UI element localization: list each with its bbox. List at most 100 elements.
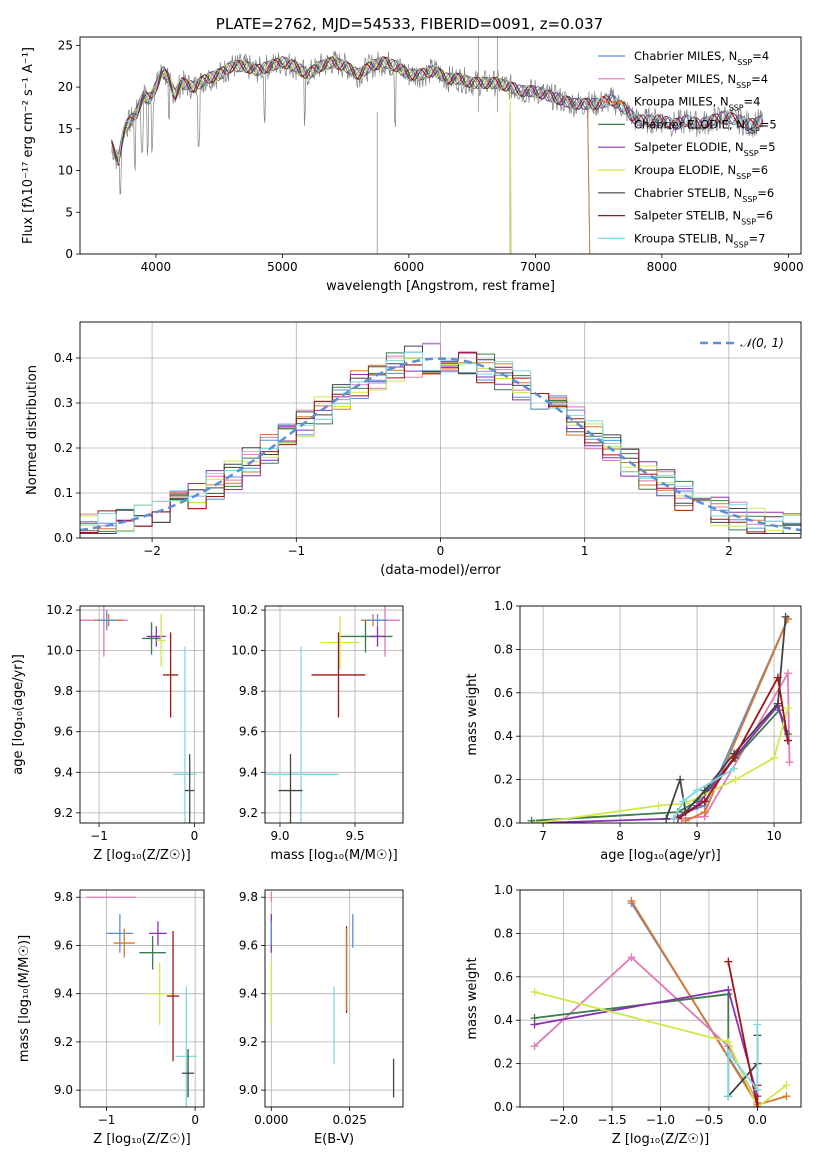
- legend-entry: Salpeter ELODIE, NSSP=5: [634, 140, 776, 158]
- y-tick-label: 0.0: [54, 531, 73, 545]
- x-axis-label: Z [log₁₀(Z/Z☉)]: [612, 1132, 709, 1147]
- y-tick-label: 0.2: [494, 773, 513, 787]
- y-tick-label: 0.2: [494, 1057, 513, 1071]
- x-tick-label: 8: [616, 829, 624, 843]
- x-axis-label: mass [log₁₀(M/M☉)]: [270, 848, 397, 863]
- y-tick-label: 0.8: [494, 642, 513, 656]
- x-tick-label: 5000: [267, 260, 298, 274]
- legend-entry: Salpeter STELIB, NSSP=6: [634, 209, 773, 227]
- y-tick-label: 9.6: [54, 725, 73, 739]
- legend-entry: Kroupa STELIB, NSSP=7: [634, 231, 765, 249]
- series-line: [685, 618, 789, 813]
- x-tick-label: 0: [191, 829, 199, 843]
- y-tick-label: 0.6: [494, 970, 513, 984]
- x-tick-label: −2.0: [549, 1113, 578, 1127]
- panel-weight_vs_age: 7 8 9 10 0.0 0.2 0.4 0.6 0.8 1.0 age [log₁₀(age/yr…: [465, 599, 802, 863]
- x-tick-label: −1: [90, 829, 108, 843]
- plot-area: [530, 896, 791, 1107]
- y-tick-label: 0.4: [494, 1013, 513, 1027]
- plot-area: [80, 342, 801, 534]
- y-tick-label: 9.6: [54, 938, 73, 952]
- x-tick-label: 7: [539, 829, 547, 843]
- plot-area: [265, 606, 400, 823]
- y-axis-label: Flux [fλ10⁻¹⁷ erg cm⁻² s⁻¹ A⁻¹]: [21, 47, 36, 244]
- x-tick-label: 4000: [141, 260, 172, 274]
- legend-entry: Kroupa MILES, NSSP=4: [634, 95, 761, 113]
- x-tick-label: 0.025: [333, 1113, 367, 1127]
- y-tick-label: 0.2: [54, 441, 73, 455]
- y-tick-label: 10.0: [231, 644, 258, 658]
- y-tick-label: 15: [58, 122, 73, 136]
- axes-frame: [79, 889, 205, 1108]
- data-point: [370, 626, 385, 647]
- panel-age_vs_Z: −1 0 9.2 9.4 9.6 9.8 10.0 10.2 Z [log₁₀(Z/Z☉)] ag…: [11, 603, 205, 863]
- series-line: [727, 1024, 759, 1097]
- legend-entry: 𝒩(0, 1): [740, 336, 784, 350]
- data-point: [139, 935, 166, 970]
- x-axis-label: Z [log₁₀(Z/Z☉)]: [93, 1132, 190, 1147]
- x-tick-label: 0.000: [254, 1113, 288, 1127]
- data-point: [367, 614, 388, 627]
- legend-entry: Chabrier ELODIE, NSSP=5: [634, 117, 777, 135]
- data-point: [184, 754, 195, 823]
- data-point: [166, 930, 180, 1062]
- x-axis-label: age [log₁₀(age/yr)]: [600, 848, 721, 863]
- y-tick-label: 20: [58, 80, 73, 94]
- y-tick-label: 9.0: [54, 1083, 73, 1097]
- plot-area: [527, 612, 794, 823]
- y-tick-label: 9.6: [239, 725, 258, 739]
- y-axis-label: Normed distribution: [25, 365, 40, 495]
- y-tick-label: 9.6: [239, 938, 258, 952]
- figure-title: PLATE=2762, MJD=54533, FIBERID=0091, z=0…: [216, 15, 603, 33]
- plot-area: [86, 896, 197, 1107]
- legend: Chabrier MILES, NSSP=4 Salpeter MILES, NS…: [598, 49, 777, 249]
- x-tick-label: 0: [437, 544, 445, 558]
- x-tick-label: 9.0: [270, 829, 289, 843]
- residual-histogram: [80, 352, 801, 534]
- series-line: [673, 768, 735, 820]
- plot-area: [270, 892, 395, 1098]
- y-tick-label: 0.4: [494, 729, 513, 743]
- y-tick-label: 9.4: [54, 987, 73, 1001]
- x-axis-label: wavelength [Angstrom, rest frame]: [326, 279, 555, 294]
- y-tick-label: 1.0: [494, 599, 513, 613]
- x-tick-label: 8000: [647, 260, 678, 274]
- x-tick-label: 0: [191, 1113, 199, 1127]
- data-point: [146, 962, 173, 1026]
- x-tick-label: 10: [766, 829, 781, 843]
- y-tick-label: 1.0: [494, 883, 513, 897]
- data-point: [162, 632, 179, 718]
- y-tick-label: 0.4: [54, 351, 73, 365]
- legend-entry: Salpeter MILES, NSSP=4: [634, 72, 768, 90]
- y-tick-label: 9.2: [239, 806, 258, 820]
- axes-frame: [79, 605, 205, 824]
- legend-entry: Chabrier STELIB, NSSP=6: [634, 186, 774, 204]
- y-axis-label: age [log₁₀(age/yr)]: [11, 654, 26, 775]
- x-tick-label: −1.0: [646, 1113, 675, 1127]
- x-tick-label: 0.0: [748, 1113, 767, 1127]
- gaussian-curve: [80, 357, 801, 532]
- model-spectrum-line: [111, 56, 764, 163]
- data-point: [320, 616, 360, 669]
- axes-frame: [264, 605, 404, 824]
- plot-area: [111, 37, 764, 254]
- y-tick-label: 9.0: [239, 1083, 258, 1097]
- axes-frame: [519, 605, 802, 824]
- y-tick-label: 10.2: [46, 603, 73, 617]
- y-tick-label: 9.8: [239, 890, 258, 904]
- series-line: [534, 991, 788, 1107]
- x-tick-label: 6000: [394, 260, 425, 274]
- x-tick-label: 9: [693, 829, 701, 843]
- y-tick-label: 9.4: [239, 765, 258, 779]
- y-tick-label: 0.8: [494, 926, 513, 940]
- x-tick-label: 2: [725, 544, 733, 558]
- y-tick-label: 0.1: [54, 486, 73, 500]
- x-tick-label: −1: [287, 544, 305, 558]
- data-point: [311, 632, 366, 718]
- axes-frame: [264, 889, 404, 1108]
- panel-mass_vs_EBV: 0.000 0.025 9.0 9.2 9.4 9.6 9.8 E(B-V): [239, 889, 404, 1147]
- y-tick-label: 5: [65, 205, 73, 219]
- model-spectrum-line: [111, 56, 764, 164]
- y-tick-label: 10: [58, 164, 73, 178]
